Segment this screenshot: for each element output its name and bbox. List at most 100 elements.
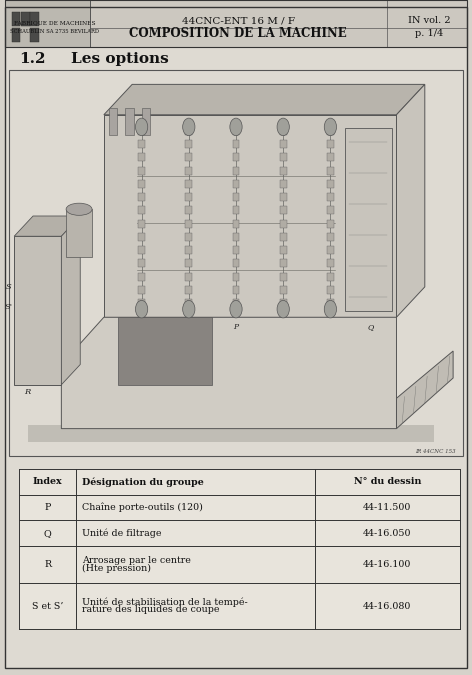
Bar xyxy=(138,246,145,254)
Bar xyxy=(109,108,117,135)
Bar xyxy=(185,207,192,215)
Text: p. 1/4: p. 1/4 xyxy=(415,29,444,38)
Bar xyxy=(280,127,287,135)
Text: (Hte pression): (Hte pression) xyxy=(82,564,151,573)
Bar xyxy=(233,140,239,148)
Circle shape xyxy=(135,300,148,318)
Text: 1.2: 1.2 xyxy=(19,53,45,66)
Bar xyxy=(327,259,334,267)
Bar xyxy=(327,140,334,148)
Bar xyxy=(19,469,460,629)
Bar xyxy=(138,273,145,281)
Bar xyxy=(138,180,145,188)
Bar xyxy=(233,153,239,161)
Polygon shape xyxy=(14,216,80,236)
Bar xyxy=(233,299,239,307)
Bar xyxy=(31,12,39,26)
Bar xyxy=(233,286,239,294)
Text: S': S' xyxy=(5,303,12,311)
Bar xyxy=(280,233,287,241)
Bar xyxy=(280,219,287,227)
Polygon shape xyxy=(104,84,425,115)
Bar xyxy=(233,127,239,135)
Bar xyxy=(125,108,134,135)
Bar xyxy=(327,246,334,254)
Bar xyxy=(233,246,239,254)
Bar xyxy=(118,317,212,385)
Bar xyxy=(138,207,145,215)
Text: 44-16.100: 44-16.100 xyxy=(363,560,412,569)
Bar xyxy=(327,127,334,135)
Bar xyxy=(327,207,334,215)
Bar xyxy=(138,167,145,175)
Circle shape xyxy=(277,300,289,318)
Text: P: P xyxy=(234,323,238,331)
Text: 44-16.050: 44-16.050 xyxy=(363,529,412,538)
Bar xyxy=(233,273,239,281)
Bar xyxy=(233,233,239,241)
Circle shape xyxy=(183,118,195,136)
Text: Les options: Les options xyxy=(71,53,169,66)
Bar xyxy=(28,425,434,442)
Bar xyxy=(345,128,392,310)
Bar xyxy=(327,193,334,201)
Bar xyxy=(185,153,192,161)
Bar xyxy=(185,180,192,188)
Bar xyxy=(21,12,30,26)
Circle shape xyxy=(183,300,195,318)
Bar xyxy=(327,273,334,281)
Text: FABRIQUE DE MACHINES: FABRIQUE DE MACHINES xyxy=(14,20,95,26)
Text: S: S xyxy=(6,283,11,291)
Bar xyxy=(138,233,145,241)
Circle shape xyxy=(324,300,337,318)
Polygon shape xyxy=(396,351,453,429)
Circle shape xyxy=(230,300,242,318)
Bar xyxy=(185,246,192,254)
Bar xyxy=(185,219,192,227)
Bar xyxy=(14,236,61,385)
Text: R: R xyxy=(24,387,31,396)
Circle shape xyxy=(230,118,242,136)
Polygon shape xyxy=(61,317,396,429)
Bar xyxy=(138,219,145,227)
Text: COMPOSITION DE LA MACHINE: COMPOSITION DE LA MACHINE xyxy=(129,27,347,40)
Bar xyxy=(280,299,287,307)
Bar xyxy=(233,207,239,215)
Bar xyxy=(233,193,239,201)
Bar xyxy=(327,180,334,188)
Text: SCHAUBLIN SA 2735 BEVILARD: SCHAUBLIN SA 2735 BEVILARD xyxy=(10,29,99,34)
Bar xyxy=(327,299,334,307)
Bar xyxy=(280,193,287,201)
Bar xyxy=(185,286,192,294)
Bar xyxy=(327,167,334,175)
Bar xyxy=(280,259,287,267)
Bar xyxy=(138,153,145,161)
Bar xyxy=(280,180,287,188)
Polygon shape xyxy=(61,216,80,385)
Bar xyxy=(5,0,467,47)
Bar xyxy=(142,108,150,135)
Bar xyxy=(185,167,192,175)
Bar xyxy=(185,193,192,201)
Ellipse shape xyxy=(66,203,92,215)
Bar xyxy=(327,233,334,241)
Bar xyxy=(138,259,145,267)
Bar xyxy=(138,140,145,148)
Polygon shape xyxy=(396,84,425,317)
Bar xyxy=(280,273,287,281)
Bar xyxy=(185,127,192,135)
Text: Unité de filtrage: Unité de filtrage xyxy=(82,529,161,538)
Bar xyxy=(233,167,239,175)
Text: Q: Q xyxy=(367,323,374,331)
Bar xyxy=(185,233,192,241)
Bar xyxy=(233,180,239,188)
Text: P: P xyxy=(44,503,51,512)
Text: Désignation du groupe: Désignation du groupe xyxy=(82,477,203,487)
Text: 44CNC-ENT 16 M / F: 44CNC-ENT 16 M / F xyxy=(182,16,295,26)
Bar xyxy=(138,299,145,307)
Bar xyxy=(138,127,145,135)
Text: N° du dessin: N° du dessin xyxy=(354,477,421,487)
Text: Unité de stabilisation de la tempé-: Unité de stabilisation de la tempé- xyxy=(82,597,248,608)
Text: 44-16.080: 44-16.080 xyxy=(363,601,412,611)
Text: Arrosage par le centre: Arrosage par le centre xyxy=(82,556,191,566)
